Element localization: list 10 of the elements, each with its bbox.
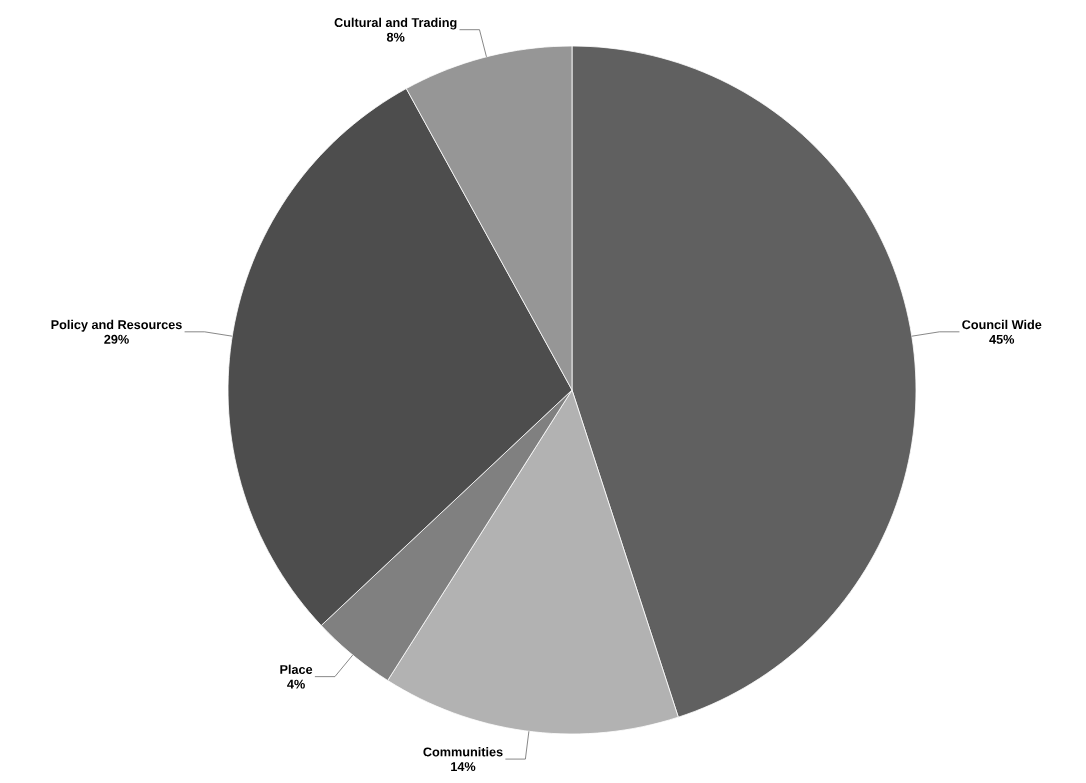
data-label: 29% [104,334,129,344]
slice-label: Communities [423,747,503,757]
slice-label: Place [280,664,313,674]
data-label: 14% [451,762,476,772]
slice-label: Council Wide [962,319,1042,330]
slice-label: Cultural and Trading [334,17,457,30]
data-label: 45% [989,334,1015,344]
slice-label: Policy and Resources [51,319,182,332]
data-label: 8% [386,32,405,42]
data-label: 4% [287,679,305,689]
